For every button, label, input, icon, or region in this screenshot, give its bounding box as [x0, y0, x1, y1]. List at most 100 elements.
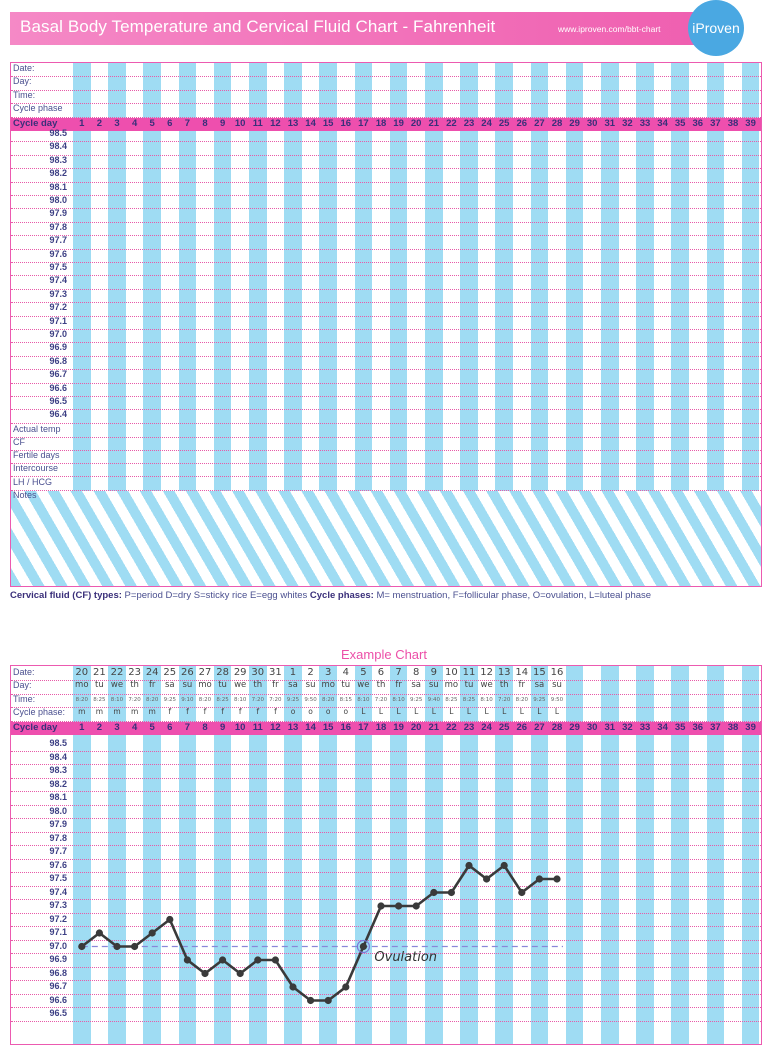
cycle-day-number: 20 [410, 117, 422, 129]
cycle-day-number: 3 [114, 117, 120, 129]
cycle-day-number: 31 [604, 721, 616, 733]
row-divider [11, 680, 761, 682]
cycle-day-number: 30 [586, 721, 598, 733]
handwritten-day: su [552, 680, 562, 691]
handwritten-date: 26 [181, 667, 194, 678]
cycle-day-number: 14 [305, 117, 316, 129]
column-stripe [706, 666, 725, 1044]
row-divider [11, 912, 761, 914]
temperature-label: 97.5 [49, 262, 67, 272]
temperature-line [81, 863, 557, 1002]
handwritten-date: 1 [289, 667, 297, 678]
cycle-day-number: 5 [149, 721, 155, 733]
handwritten-date: 30 [251, 667, 265, 678]
handwritten-phase: L [484, 707, 489, 717]
notes-area[interactable] [11, 490, 761, 586]
row-label-actual-temp: Actual temp [13, 423, 61, 434]
handwritten-day: tu [464, 680, 474, 691]
temperature-point [447, 888, 455, 897]
row-divider [11, 1007, 761, 1008]
row-divider [11, 369, 761, 371]
cycle-day-number: 4 [131, 117, 138, 129]
handwritten-phase: L [449, 707, 454, 717]
row-label-cycle-phase: Cycle phase [13, 103, 63, 114]
handwritten-date: 10 [445, 667, 458, 678]
cycle-day-number: 24 [481, 721, 492, 733]
cycle-day-number: 6 [167, 117, 173, 129]
row-divider [11, 791, 761, 792]
row-divider [11, 315, 761, 317]
temperature-label: 96.6 [49, 382, 67, 393]
cycle-day-number: 29 [569, 117, 580, 129]
temperature-label: 97.7 [49, 235, 67, 246]
cycle-day-number: 26 [516, 721, 528, 733]
temperature-point [113, 942, 121, 951]
temperature-label: 97.4 [49, 886, 67, 897]
column-stripe [73, 63, 91, 491]
row-divider [11, 141, 761, 143]
column-stripe [495, 63, 513, 491]
row-divider [11, 720, 761, 722]
temperature-label: 98.3 [49, 765, 67, 775]
handwritten-time: 9:25 [163, 696, 176, 703]
handwritten-time: 9:50 [550, 696, 564, 703]
row-divider [11, 804, 761, 806]
cycle-day-number: 35 [674, 721, 686, 733]
temperature-label: 96.7 [49, 369, 67, 380]
temperature-label: 97.2 [49, 302, 67, 313]
temperature-label: 96.4 [49, 409, 67, 420]
handwritten-day: sa [288, 680, 298, 691]
temperature-label: 97.0 [49, 940, 67, 951]
handwritten-phase: o [308, 707, 313, 717]
handwritten-time: 9:10 [181, 696, 194, 703]
handwritten-date: 21 [93, 667, 106, 678]
row-divider [11, 302, 761, 304]
row-label-lh-hcg: LH / HCG [13, 476, 53, 487]
handwritten-time: 9:40 [427, 696, 440, 703]
temperature-label: 97.2 [49, 913, 67, 924]
handwritten-date: 2 [307, 667, 314, 678]
handwritten-time: 7:20 [374, 696, 388, 703]
row-divider [11, 707, 761, 709]
column-stripe [249, 63, 267, 491]
row-divider [11, 872, 761, 873]
page-title: Basal Body Temperature and Cervical Flui… [20, 17, 496, 36]
row-divider [11, 116, 761, 118]
handwritten-time: 7:20 [269, 696, 282, 703]
temperature-point [95, 929, 103, 937]
cycle-day-number: 8 [202, 117, 208, 129]
column-stripe [530, 666, 549, 1044]
row-label-day: Day: [13, 76, 32, 87]
temperature-point [148, 929, 156, 937]
handwritten-phase: f [238, 707, 242, 717]
handwritten-date: 24 [145, 667, 159, 678]
handwritten-day: tu [341, 680, 351, 691]
cycle-day-number: 15 [322, 117, 334, 129]
handwritten-time: 8:20 [198, 696, 212, 703]
column-stripe [636, 63, 654, 491]
cycle-day-number: 16 [340, 721, 352, 733]
handwritten-date: 23 [128, 667, 141, 678]
handwritten-date: 29 [233, 667, 247, 678]
website-link[interactable]: www.iproven.com/bbt-chart [558, 24, 661, 34]
cycle-day-number: 37 [710, 721, 721, 733]
handwritten-time: 8:20 [146, 696, 159, 703]
handwritten-phase: L [396, 707, 401, 717]
row-label-cycle-phase: Cycle phase: [13, 707, 66, 718]
column-stripe [108, 63, 126, 491]
cycle-day-number: 22 [446, 117, 457, 129]
temperature-label: 98.5 [49, 738, 67, 748]
handwritten-phase: m [78, 707, 86, 717]
handwritten-phase: m [95, 707, 104, 717]
cycle-day-number: 27 [534, 721, 545, 733]
handwritten-day: mo [444, 680, 459, 691]
handwritten-day: mo [321, 680, 335, 691]
column-stripe [565, 666, 584, 1044]
row-label-notes: Notes [13, 489, 37, 500]
handwritten-time: 9:25 [410, 696, 423, 703]
temperature-point [395, 902, 403, 910]
handwritten-time: 7:20 [251, 696, 264, 703]
handwritten-date: 15 [533, 667, 546, 678]
temperature-label: 97.1 [49, 315, 67, 326]
row-divider [11, 181, 761, 183]
